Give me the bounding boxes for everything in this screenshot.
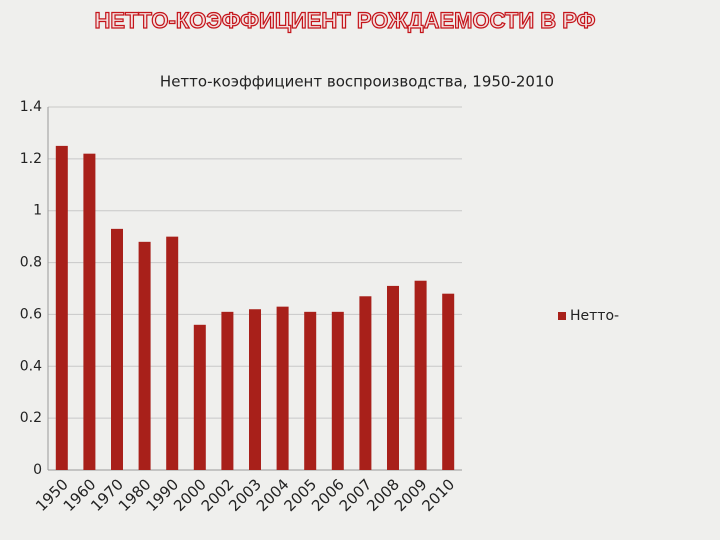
y-tick-label: 1.2 [20,151,42,167]
bar [166,236,179,470]
chart-title: Нетто-коэффициент воспроизводства, 1950-… [160,73,554,91]
bar [304,311,317,470]
bar [276,306,289,470]
bar [55,145,68,470]
bar [138,241,151,470]
y-tick-label: 0.8 [20,255,42,271]
y-tick-label: 0.6 [20,306,42,322]
bar [414,280,427,470]
bar [249,309,261,470]
bar [111,228,123,470]
slide-heading: НЕТТО-КОЭФФИЦИЕНТ РОЖДАЕМОСТИ В РФ [95,8,596,33]
bar [331,311,344,470]
legend-label: Нетто- [570,308,619,324]
y-tick-label: 0.2 [20,410,42,426]
bar [83,153,96,470]
y-tick-label: 1.4 [20,99,42,115]
y-tick-label: 0 [33,462,42,478]
bar [221,311,234,470]
y-tick-label: 0.4 [20,358,42,374]
legend-swatch [558,312,566,320]
y-tick-label: 1 [33,203,42,219]
bar [387,285,399,470]
bar [193,324,206,470]
bar [442,293,455,470]
bar [359,296,372,470]
